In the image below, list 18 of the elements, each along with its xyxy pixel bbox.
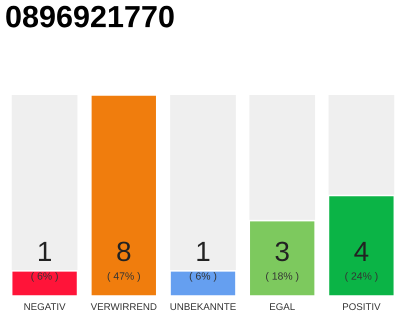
annotation: ( 6% ): [31, 272, 58, 282]
bar: [11, 270, 78, 296]
annotation: ( 47% ): [108, 272, 140, 282]
annotation: ( 6% ): [190, 272, 216, 282]
data-label: 8: [117, 242, 130, 262]
x-tick-label: UNBEKANNTE: [170, 303, 236, 310]
annotation: ( 24% ): [345, 272, 378, 282]
x-tick-label: NEGATIV: [24, 303, 66, 310]
data-label: 4: [354, 242, 368, 261]
data-label: 3: [276, 242, 289, 262]
x-tick-label: VERWIRREND: [90, 303, 156, 310]
data-label: 1: [38, 242, 51, 261]
bar: [169, 270, 237, 296]
x-tick-label: POSITIV: [343, 303, 381, 310]
x-tick-label: EGAL: [270, 303, 295, 310]
data-label: 1: [197, 242, 210, 261]
annotation: ( 18% ): [266, 272, 298, 282]
chart-title: 0896921770: [6, 6, 174, 28]
